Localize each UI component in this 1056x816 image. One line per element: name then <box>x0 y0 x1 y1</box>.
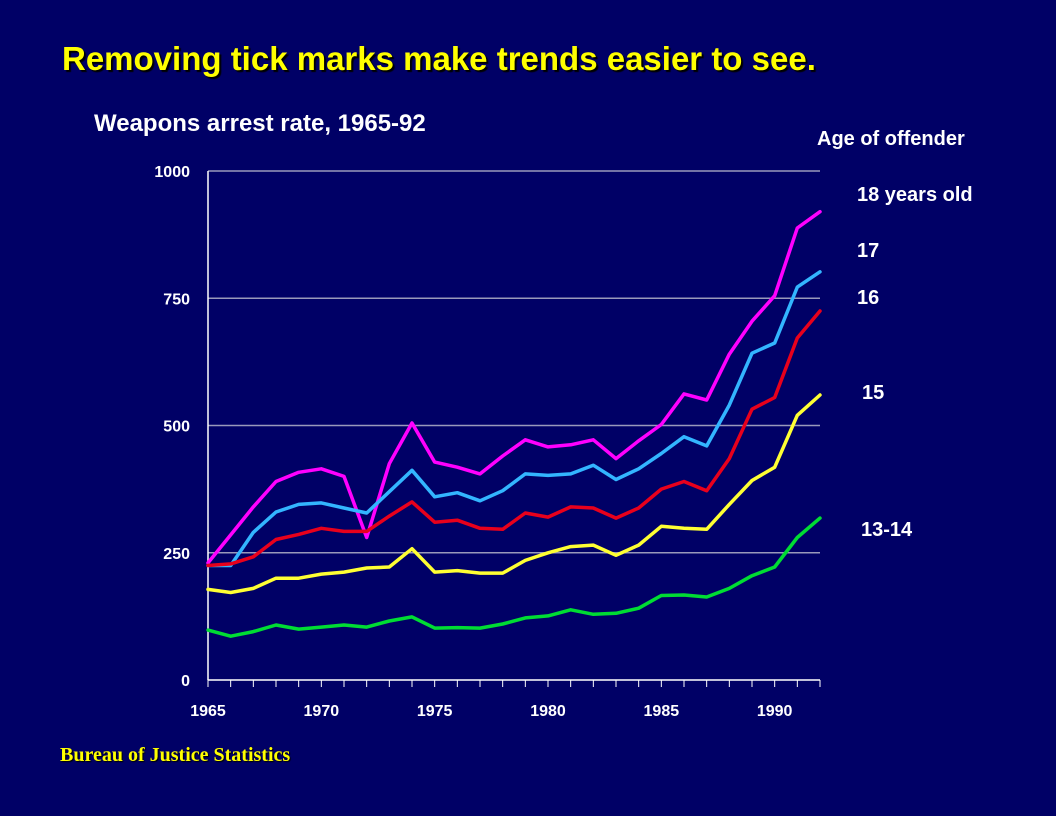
series-label-17: 17 <box>857 240 880 262</box>
series-lines <box>206 209 822 638</box>
y-tick-label-750: 750 <box>163 291 190 308</box>
series-label-13-14: 13-14 <box>861 519 913 541</box>
x-tick-label-1980: 1980 <box>530 703 566 720</box>
x-tick-label-1975: 1975 <box>417 703 453 720</box>
series-label-16: 16 <box>857 287 880 309</box>
y-tick-label-1000: 1000 <box>154 164 190 181</box>
series-label-15: 15 <box>862 382 885 404</box>
series-line-13-14 <box>206 516 822 638</box>
slide-title: Removing tick marks make trends easier t… <box>62 40 816 77</box>
y-tick-label-0: 0 <box>181 673 190 690</box>
x-tick-label-1970: 1970 <box>304 703 340 720</box>
series-line-17 <box>206 270 822 568</box>
source-credit: Bureau of Justice Statistics <box>60 744 291 766</box>
legend-title: Age of offender <box>817 128 965 150</box>
series-line-18-years-old <box>206 209 822 565</box>
series-line-16 <box>206 309 822 568</box>
axes <box>207 171 821 687</box>
tick-labels: 0 250 500 750 1000 1965 1970 1975 1980 1985 1990 <box>154 164 792 720</box>
chart-title: Weapons arrest rate, 1965-92 <box>94 110 426 137</box>
x-tick-label-1965: 1965 <box>190 703 226 720</box>
series-line-15 <box>206 393 822 595</box>
x-tick-label-1985: 1985 <box>644 703 680 720</box>
x-tick-label-1990: 1990 <box>757 703 793 720</box>
y-tick-label-500: 500 <box>163 419 190 436</box>
gridlines <box>208 170 820 554</box>
y-tick-label-250: 250 <box>163 546 190 563</box>
series-label-18: 18 years old <box>857 184 973 206</box>
